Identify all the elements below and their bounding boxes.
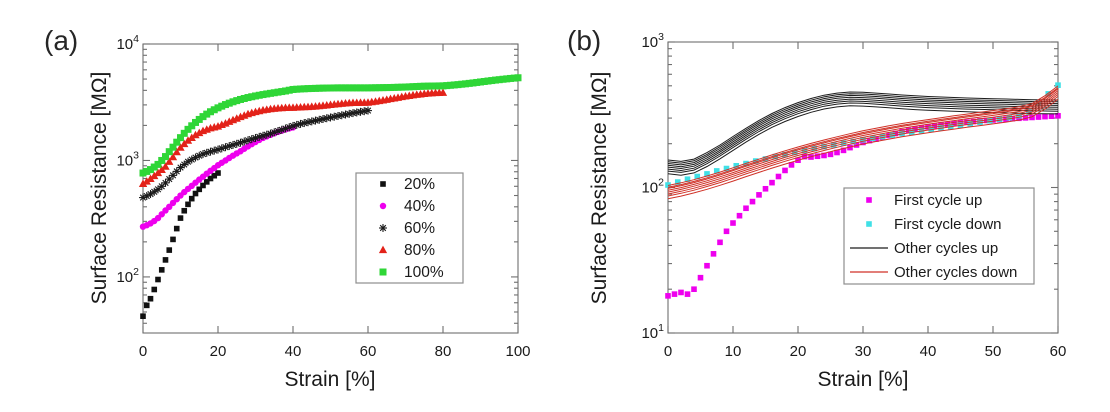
legend-label: First cycle down bbox=[894, 216, 1002, 233]
svg-text:80: 80 bbox=[435, 343, 452, 360]
tick-labels: 0 20 40 60 80 100 102 103 104 bbox=[116, 33, 530, 360]
svg-text:102: 102 bbox=[116, 266, 139, 286]
svg-text:0: 0 bbox=[139, 343, 147, 360]
legend: 20% 40% 60% 80% 100% bbox=[355, 172, 464, 284]
svg-text:103: 103 bbox=[116, 149, 139, 169]
x-axis-label: Strain [%] bbox=[284, 368, 375, 391]
series-80- bbox=[138, 88, 448, 187]
svg-text:0: 0 bbox=[664, 343, 672, 360]
x-axis-label: Strain [%] bbox=[817, 368, 908, 391]
chart-a: 0 20 40 60 80 100 102 103 104 Strain [%] Surface R… bbox=[88, 33, 531, 391]
legend: First cycle up First cycle down Other cycl… bbox=[843, 187, 1035, 285]
series-20- bbox=[140, 170, 221, 320]
legend-label: 80% bbox=[404, 242, 435, 259]
axes bbox=[142, 43, 519, 334]
y-axis-label: Surface Resistance [MΩ] bbox=[88, 72, 111, 305]
svg-text:20: 20 bbox=[210, 343, 227, 360]
svg-text:101: 101 bbox=[641, 322, 664, 342]
chart-b: 0 10 20 30 40 50 60 101 102 103 Strain [%] Surface … bbox=[588, 31, 1067, 391]
svg-text:104: 104 bbox=[116, 33, 139, 53]
svg-text:60: 60 bbox=[360, 343, 377, 360]
legend-label: Other cycles up bbox=[894, 240, 998, 257]
svg-text:102: 102 bbox=[641, 177, 664, 197]
svg-text:30: 30 bbox=[855, 343, 872, 360]
legend-label: 40% bbox=[404, 198, 435, 215]
svg-text:103: 103 bbox=[641, 31, 664, 51]
svg-text:40: 40 bbox=[285, 343, 302, 360]
svg-text:10: 10 bbox=[725, 343, 742, 360]
svg-text:40: 40 bbox=[920, 343, 937, 360]
svg-text:50: 50 bbox=[985, 343, 1002, 360]
legend-label: First cycle up bbox=[894, 192, 982, 209]
legend-label: 100% bbox=[404, 264, 444, 281]
svg-text:20: 20 bbox=[790, 343, 807, 360]
svg-text:100: 100 bbox=[505, 343, 530, 360]
panel-label-b: (b) bbox=[567, 25, 602, 56]
y-axis-label: Surface Resistance [MΩ] bbox=[588, 72, 611, 305]
series-other-cycles-up bbox=[667, 91, 1059, 176]
series-40- bbox=[139, 124, 297, 230]
series-60- bbox=[139, 106, 372, 202]
series-other-cycles-down bbox=[667, 85, 1059, 200]
svg-text:60: 60 bbox=[1050, 343, 1067, 360]
legend-label: Other cycles down bbox=[894, 264, 1017, 281]
panel-label-a: (a) bbox=[44, 25, 79, 56]
legend-label: 20% bbox=[404, 176, 435, 193]
legend-label: 60% bbox=[404, 220, 435, 237]
series-100- bbox=[139, 74, 522, 177]
